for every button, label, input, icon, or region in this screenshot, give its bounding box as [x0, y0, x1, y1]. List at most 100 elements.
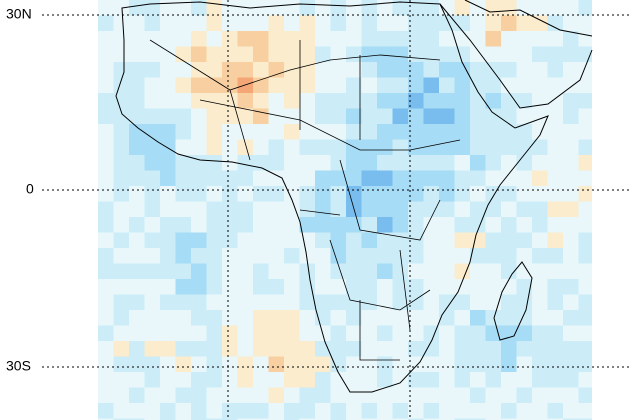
- grid-cell: [113, 341, 130, 357]
- grid-cell: [516, 139, 533, 156]
- grid-cell: [408, 372, 424, 388]
- grid-cell: [532, 341, 548, 357]
- grid-cell: [206, 186, 223, 202]
- grid-cell: [501, 403, 517, 419]
- grid-cell: [454, 108, 471, 125]
- grid-cell: [392, 341, 409, 357]
- grid-cell: [346, 108, 362, 125]
- grid-cell: [237, 294, 254, 311]
- grid-cell: [578, 77, 592, 94]
- grid-cell: [268, 325, 285, 342]
- grid-cell: [253, 387, 269, 404]
- grid-cell: [361, 31, 378, 47]
- grid-cell: [268, 15, 285, 32]
- grid-cell: [237, 341, 254, 357]
- grid-cell: [454, 62, 471, 78]
- grid-cell: [563, 325, 579, 342]
- grid-cell: [377, 155, 393, 171]
- grid-cell: [485, 232, 502, 249]
- grid-cell: [299, 108, 316, 125]
- grid-cell: [563, 108, 579, 125]
- grid-cell: [191, 294, 207, 311]
- grid-cell: [439, 108, 455, 125]
- grid-cell: [284, 325, 300, 342]
- grid-cell: [408, 341, 424, 357]
- grid-cell: [299, 248, 316, 264]
- grid-cell: [423, 403, 440, 419]
- grid-cell: [346, 155, 362, 171]
- grid-cell: [547, 418, 564, 420]
- grid-cell: [299, 372, 316, 388]
- grid-cell: [501, 139, 517, 156]
- grid-cell: [144, 372, 161, 388]
- grid-cell: [377, 341, 393, 357]
- grid-cell: [129, 170, 145, 187]
- grid-cell: [578, 155, 592, 171]
- grid-cell: [392, 77, 409, 94]
- grid-cell: [175, 201, 192, 218]
- grid-cell: [516, 279, 533, 295]
- grid-cell: [423, 248, 440, 264]
- grid-cell: [516, 232, 533, 249]
- grid-cell: [330, 356, 347, 373]
- data-grid: [98, 0, 592, 420]
- grid-cell: [253, 77, 269, 94]
- grid-cell: [113, 356, 130, 373]
- grid-cell: [175, 124, 192, 140]
- grid-cell: [330, 418, 347, 420]
- grid-cell: [299, 62, 316, 78]
- grid-cell: [160, 62, 176, 78]
- grid-cell: [547, 201, 564, 218]
- grid-cell: [144, 93, 161, 109]
- grid-cell: [392, 155, 409, 171]
- grid-cell: [237, 155, 254, 171]
- grid-cell: [392, 325, 409, 342]
- grid-cell: [330, 325, 347, 342]
- grid-cell: [160, 31, 176, 47]
- grid-cell: [532, 139, 548, 156]
- grid-cell: [191, 77, 207, 94]
- grid-cell: [144, 77, 161, 94]
- grid-cell: [439, 325, 455, 342]
- grid-cell: [299, 31, 316, 47]
- grid-cell: [470, 186, 486, 202]
- grid-cell: [330, 201, 347, 218]
- grid-cell: [361, 372, 378, 388]
- grid-cell: [547, 15, 564, 32]
- grid-cell: [377, 325, 393, 342]
- grid-cell: [129, 155, 145, 171]
- grid-cell: [501, 325, 517, 342]
- grid-cell: [361, 418, 378, 420]
- grid-cell: [222, 217, 238, 233]
- grid-cell: [253, 46, 269, 63]
- grid-cell: [160, 372, 176, 388]
- grid-cell: [516, 77, 533, 94]
- grid-cell: [284, 279, 300, 295]
- grid-cell: [299, 139, 316, 156]
- grid-cell: [470, 124, 486, 140]
- grid-cell: [485, 279, 502, 295]
- grid-cell: [160, 201, 176, 218]
- grid-cell: [237, 310, 254, 326]
- grid-cell: [392, 232, 409, 249]
- grid-cell: [408, 108, 424, 125]
- grid-cell: [361, 232, 378, 249]
- grid-cell: [439, 0, 455, 16]
- grid-cell: [284, 108, 300, 125]
- grid-cell: [129, 294, 145, 311]
- grid-cell: [237, 0, 254, 16]
- grid-cell: [563, 356, 579, 373]
- grid-cell: [206, 248, 223, 264]
- grid-cell: [206, 155, 223, 171]
- grid-cell: [129, 31, 145, 47]
- grid-cell: [361, 155, 378, 171]
- grid-cell: [377, 93, 393, 109]
- grid-cell: [299, 77, 316, 94]
- grid-cell: [268, 46, 285, 63]
- grid-cell: [268, 217, 285, 233]
- grid-cell: [206, 418, 223, 420]
- grid-cell: [485, 217, 502, 233]
- grid-cell: [392, 279, 409, 295]
- grid-cell: [206, 325, 223, 342]
- grid-cell: [578, 93, 592, 109]
